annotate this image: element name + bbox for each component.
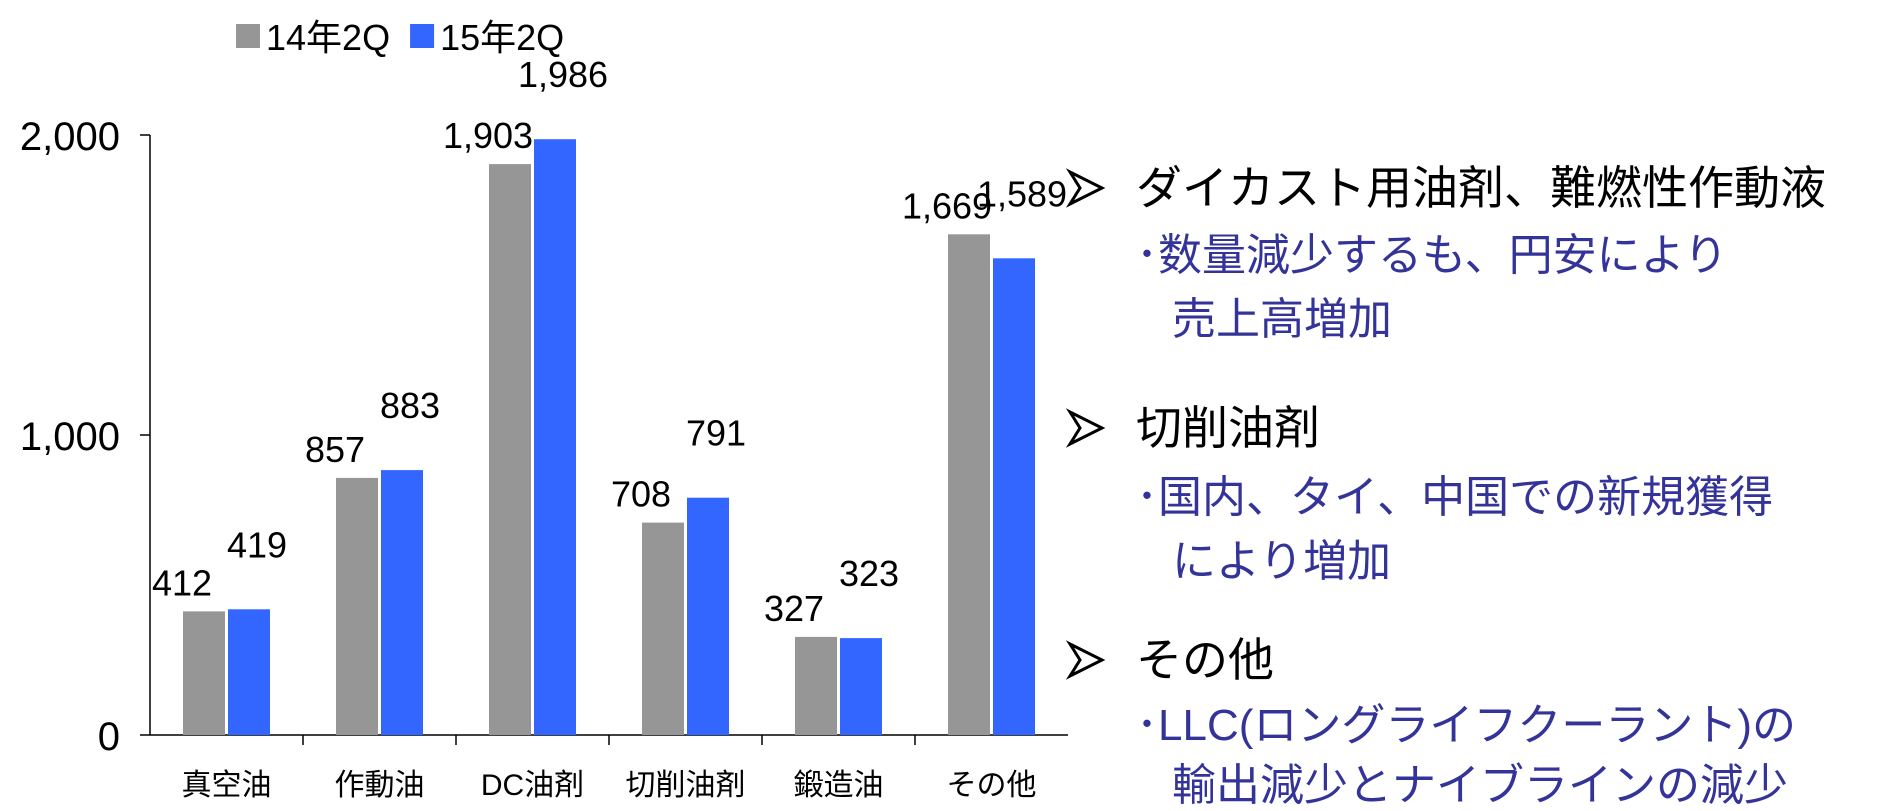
data-label: 327 — [764, 588, 824, 629]
x-tick-label: 作動油 — [335, 769, 425, 802]
annotation-line: ･LLC(ロングライフクーラント)の — [1136, 701, 1796, 750]
x-tick-label: DC油剤 — [481, 769, 584, 802]
bar — [993, 258, 1035, 735]
bar — [381, 470, 423, 735]
annotation-line: ･数量減少するも、円安により — [1136, 231, 1728, 280]
data-label: 791 — [686, 413, 746, 454]
bar — [795, 636, 837, 735]
data-label: 1,589 — [977, 173, 1067, 214]
y-tick-label: 1,000 — [20, 415, 120, 459]
bar — [687, 497, 729, 735]
x-tick-label: 切削油剤 — [626, 769, 746, 802]
annotation-heading: 切削油剤 — [1136, 402, 1320, 454]
legend-label: 15年2Q — [440, 17, 564, 58]
bar — [642, 522, 684, 735]
x-tick-label: 真空油 — [182, 769, 272, 802]
arrow-bullet — [1065, 640, 1106, 680]
data-label: 1,669 — [902, 185, 992, 226]
data-label: 708 — [611, 474, 671, 515]
annotation-heading: その他 — [1136, 634, 1274, 686]
legend-swatch — [410, 24, 435, 48]
annotation-line: により増加 — [1172, 537, 1391, 586]
bar — [840, 638, 882, 735]
annotation-heading: ダイカスト用油剤、難燃性作動液 — [1136, 162, 1826, 214]
data-label: 419 — [227, 524, 287, 565]
data-label: 323 — [839, 553, 899, 594]
data-label: 883 — [380, 385, 440, 426]
annotation-line: 売上高増加 — [1172, 295, 1392, 344]
legend-label: 14年2Q — [266, 17, 390, 58]
bar — [489, 164, 531, 736]
data-label: 1,986 — [518, 54, 608, 95]
bar — [948, 234, 990, 736]
bar — [534, 139, 576, 735]
y-tick-label: 0 — [98, 715, 120, 759]
arrow-bullet — [1065, 168, 1106, 208]
data-label: 412 — [152, 562, 212, 603]
bar — [336, 477, 378, 735]
x-tick-label: その他 — [947, 769, 1037, 802]
x-tick-label: 鍛造油 — [794, 769, 884, 802]
data-label: 857 — [305, 429, 365, 470]
arrow-bullet — [1065, 408, 1106, 448]
annotation-line: 輸出減少とナイブラインの減少 — [1172, 761, 1788, 810]
bar — [228, 609, 270, 735]
annotation-line: ･国内、タイ、中国での新規獲得 — [1136, 473, 1773, 522]
bar — [183, 611, 225, 735]
data-label: 1,903 — [443, 115, 533, 156]
y-tick-label: 2,000 — [20, 115, 120, 159]
legend-swatch — [236, 24, 260, 48]
